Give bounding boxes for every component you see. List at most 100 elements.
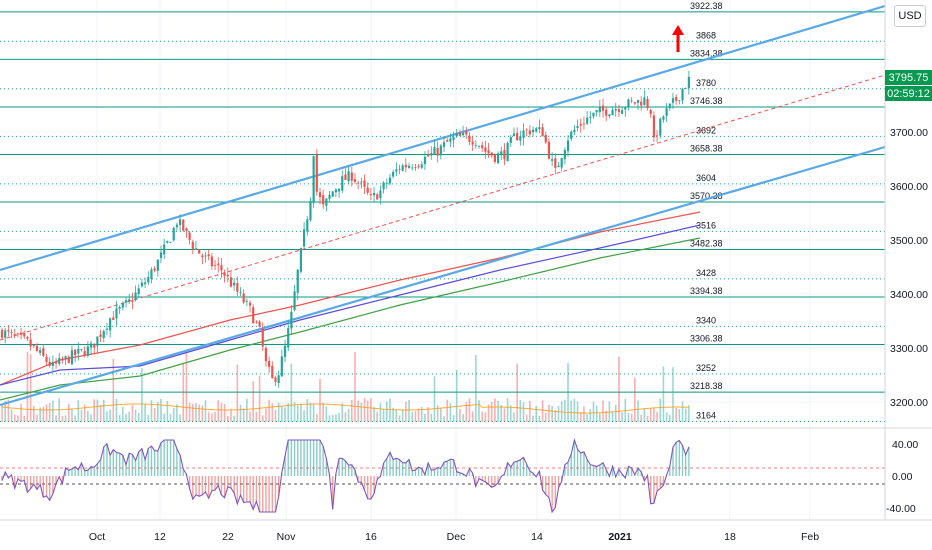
candle-47 [150, 267, 153, 284]
volume-bar-15 [48, 402, 51, 422]
volume-bar-47 [150, 400, 153, 422]
volume-bar-88 [281, 406, 283, 422]
candle-161 [512, 127, 516, 137]
candle-body [26, 337, 29, 339]
osc-tick-label: -40.00 [886, 503, 916, 515]
candle-body [662, 116, 665, 120]
volume-bar-62 [198, 404, 200, 422]
time-tick-label: 14 [531, 531, 543, 543]
volume-bar-157 [500, 405, 503, 422]
candle-203 [646, 96, 649, 111]
level-label-4: 3746.38 [690, 96, 723, 106]
volume-bar-151 [481, 411, 483, 422]
candle-53 [169, 241, 172, 244]
candle-171 [544, 131, 547, 144]
candle-172 [547, 138, 551, 160]
volume-bar-162 [516, 363, 518, 422]
candle-25 [80, 348, 83, 352]
currency-button[interactable]: USD [894, 5, 926, 27]
candle-147 [468, 132, 471, 146]
red-up-arrow[interactable] [672, 25, 684, 52]
candle-66 [210, 252, 213, 270]
volume-bar-30 [96, 399, 99, 422]
candle-170 [541, 123, 544, 137]
candle-153 [487, 142, 490, 159]
candle-body [382, 182, 385, 190]
candle-body [551, 159, 554, 161]
osc-tick-label: 0.00 [892, 471, 913, 483]
volume-bar-27 [87, 410, 89, 422]
price-tick-label: 3300.00 [890, 343, 928, 355]
volume-bar-198 [630, 413, 633, 422]
candle-77 [245, 298, 248, 307]
volume-bar-199 [634, 377, 636, 422]
candle-90 [287, 321, 290, 352]
candle-body [455, 133, 458, 137]
volume-bar-194 [618, 356, 620, 422]
candle-158 [503, 143, 506, 166]
candle-body [61, 358, 64, 361]
candle-124 [395, 162, 398, 176]
time-tick-label: Feb [801, 531, 819, 543]
volume-bar-200 [637, 400, 639, 422]
candle-45 [144, 277, 147, 289]
volume-bar-95 [303, 410, 305, 422]
volume-bar-177 [564, 399, 566, 422]
candle-body [99, 334, 102, 337]
volume-bar-79 [252, 381, 255, 422]
volume-bar-147 [468, 398, 471, 422]
candle-body [121, 302, 124, 308]
volume-bar-54 [172, 407, 175, 422]
time-tick-label: 16 [365, 531, 377, 543]
candle-68 [217, 257, 220, 273]
candle-body [471, 141, 474, 145]
candle-21 [67, 355, 70, 364]
volume-bar-25 [80, 409, 83, 422]
candle-body [67, 356, 70, 363]
volume-bar-211 [672, 367, 674, 422]
candle-122 [388, 173, 392, 186]
candle-152 [484, 140, 487, 159]
volume-bar-197 [627, 412, 630, 422]
candle-103 [328, 190, 331, 202]
candle-185 [589, 111, 592, 124]
volume-bar-91 [290, 363, 293, 422]
volume-bar-43 [137, 412, 140, 422]
candle-body [159, 252, 163, 258]
candle-184 [586, 110, 589, 126]
level-label-17: 3164 [696, 410, 716, 420]
volume-bar-186 [592, 401, 595, 422]
candle-183 [582, 116, 586, 130]
candle-body [357, 182, 360, 184]
candle-38 [121, 301, 124, 311]
volume-bar-183 [583, 406, 585, 422]
candle-body [576, 125, 579, 129]
candle-22 [70, 345, 74, 366]
price-tick-label: 3400.00 [890, 289, 928, 301]
candle-200 [636, 99, 640, 111]
volume-bar-96 [306, 399, 309, 422]
candle-126 [401, 163, 404, 172]
ma-purple-line [0, 224, 701, 386]
candle-body [134, 292, 137, 301]
candle-body [223, 272, 226, 276]
volume-bar-53 [169, 413, 172, 422]
candle-body [655, 135, 659, 137]
volume-bar-61 [195, 402, 197, 422]
price-tick-label: 3700.00 [890, 127, 928, 139]
candle-body [45, 356, 48, 362]
volume-bar-179 [570, 400, 573, 422]
candle-body [102, 330, 105, 339]
volume-bar-212 [675, 407, 677, 422]
candle-188 [598, 99, 601, 118]
candle-189 [601, 98, 605, 118]
candle-181 [576, 119, 579, 132]
volume-bar-21 [67, 403, 70, 422]
volume-bar-103 [328, 415, 331, 422]
trend-channel[interactable] [0, 4, 886, 407]
candle-82 [261, 322, 264, 351]
level-label-16: 3218.38 [690, 381, 723, 391]
candle-body [388, 177, 392, 184]
candle-body [566, 140, 570, 152]
